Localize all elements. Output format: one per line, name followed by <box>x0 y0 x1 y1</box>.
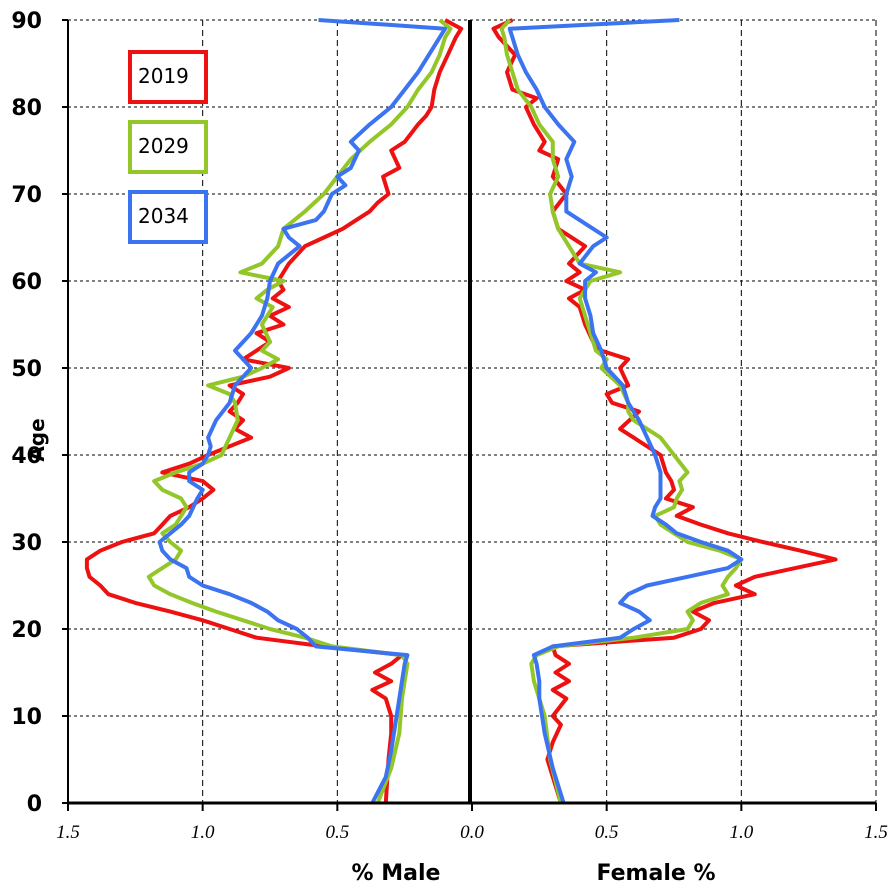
x-tick-label: 1.5 <box>864 822 888 843</box>
series-lines <box>84 18 838 804</box>
legend-box-2019 <box>128 50 208 104</box>
legend-box-2029 <box>128 120 208 174</box>
x-tick-label: 1.5 <box>56 822 80 843</box>
y-axis-label: Age <box>25 418 49 461</box>
y-tick-label: 50 <box>11 357 42 382</box>
legend-label-2019: 2019 <box>138 64 189 88</box>
x-axis-label-male: % Male <box>352 861 441 886</box>
y-tick-label: 60 <box>11 270 42 295</box>
x-tick-label: 0.5 <box>595 822 619 843</box>
y-tick-label: 40 <box>11 444 42 469</box>
y-tick-label: 20 <box>11 618 42 643</box>
x-axis-label-female: Female % <box>597 861 716 886</box>
legend: 2019 2029 2034 <box>128 50 208 244</box>
x-tick-label: 0.5 <box>325 822 349 843</box>
y-tick-label: 0 <box>27 792 42 817</box>
y-tick-label: 30 <box>11 531 42 556</box>
series-line-female-2029 <box>499 18 744 804</box>
legend-label-2029: 2029 <box>138 134 189 158</box>
x-tick-label: 0.0 <box>460 822 484 843</box>
legend-label-2034: 2034 <box>138 204 189 228</box>
x-tick-labels: 1.5 1.0 0.5 0.0 0.5 1.0 1.5 <box>56 803 888 843</box>
series-line-female-2019 <box>491 18 838 804</box>
y-tick-label: 10 <box>11 705 42 730</box>
y-tick-label: 90 <box>11 9 42 34</box>
x-tick-label: 1.0 <box>191 822 215 843</box>
x-tick-label: 1.0 <box>729 822 753 843</box>
y-tick-label: 80 <box>11 96 42 121</box>
y-tick-labels: 0 10 20 30 40 50 60 70 80 90 <box>11 9 68 817</box>
y-tick-label: 70 <box>11 183 42 208</box>
series-line-male-2034 <box>157 18 448 804</box>
legend-box-2034 <box>128 190 208 244</box>
series-line-female-2034 <box>507 18 744 804</box>
